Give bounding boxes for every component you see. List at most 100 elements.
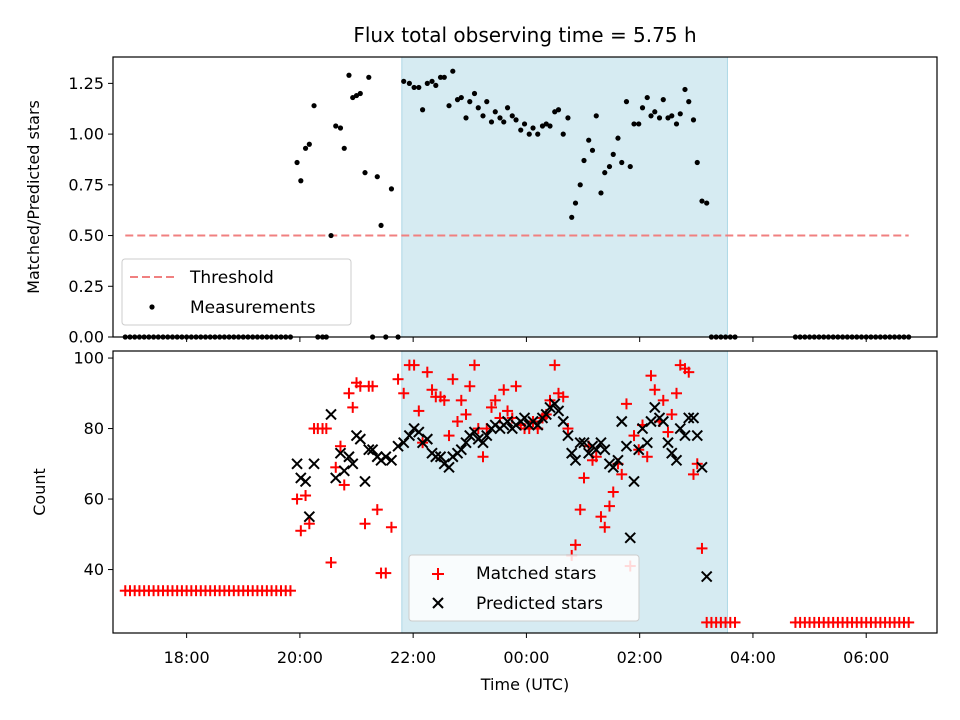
measurement-point bbox=[446, 103, 452, 109]
predicted-star-marker bbox=[645, 415, 657, 428]
matched-star-marker bbox=[683, 366, 695, 378]
x-tick-label: 22:00 bbox=[390, 648, 436, 667]
measurement-point bbox=[690, 117, 697, 123]
predicted-star-marker bbox=[366, 443, 379, 456]
predicted-marker-b bbox=[590, 443, 602, 456]
matched-star-marker bbox=[291, 493, 303, 505]
predicted-marker-b bbox=[578, 436, 590, 449]
measurement-point bbox=[467, 99, 473, 105]
matched-star-marker bbox=[343, 387, 355, 399]
top-y-tick-label: 1.25 bbox=[68, 74, 104, 93]
predicted-star-marker bbox=[359, 475, 371, 488]
predicted-star-markers bbox=[291, 398, 713, 583]
predicted-marker-b bbox=[599, 443, 611, 456]
predicted-marker-b bbox=[636, 422, 649, 435]
matched-star-marker bbox=[641, 451, 653, 463]
measurement-point bbox=[509, 113, 515, 119]
matched-star-marker bbox=[455, 394, 467, 406]
predicted-marker-b bbox=[430, 451, 442, 463]
predicted-star-marker bbox=[403, 429, 416, 442]
measurement-point bbox=[475, 105, 481, 111]
matched-star-marker bbox=[620, 398, 632, 410]
measurement-point bbox=[357, 90, 363, 97]
matched-star-marker bbox=[666, 408, 678, 420]
predicted-marker-b bbox=[607, 461, 619, 474]
top-y-tick-label: 1.00 bbox=[68, 125, 104, 144]
predicted-marker-b bbox=[330, 472, 342, 484]
predicted-marker-b bbox=[501, 415, 514, 428]
matched-star-marker bbox=[300, 490, 312, 502]
matched-star-marker bbox=[489, 394, 501, 406]
matched-star-marker bbox=[616, 468, 628, 480]
matched-star-marker bbox=[426, 384, 438, 396]
measurement-point bbox=[565, 115, 571, 121]
measurement-point bbox=[437, 74, 444, 80]
predicted-marker-b bbox=[628, 475, 640, 488]
predicted-star-marker bbox=[590, 443, 602, 456]
predicted-star-marker bbox=[532, 419, 544, 431]
predicted-marker-b bbox=[455, 443, 467, 456]
measurement-point bbox=[615, 135, 621, 141]
predicted-star-marker bbox=[468, 426, 481, 438]
matched-star-marker bbox=[295, 525, 307, 537]
predicted-star-marker bbox=[628, 475, 640, 488]
matched-star-marker bbox=[557, 391, 569, 403]
predicted-star-marker bbox=[624, 532, 636, 544]
matched-star-marker bbox=[334, 440, 346, 452]
matched-star-marker bbox=[569, 539, 581, 551]
predicted-marker-b bbox=[549, 398, 561, 410]
top-shaded-region bbox=[401, 56, 728, 338]
measurement-point bbox=[648, 113, 654, 119]
predicted-star-marker bbox=[633, 443, 645, 456]
predicted-marker-b bbox=[620, 440, 633, 452]
measurement-point bbox=[610, 151, 616, 157]
top-axes-frame bbox=[112, 56, 938, 338]
top-y-tick-label: 0.50 bbox=[68, 226, 104, 245]
x-tick-label: 18:00 bbox=[164, 648, 210, 667]
matched-star-marker bbox=[510, 380, 522, 392]
predicted-star-marker bbox=[330, 472, 342, 484]
predicted-star-marker bbox=[291, 458, 303, 470]
predicted-marker-b bbox=[334, 447, 347, 459]
measurement-point bbox=[606, 163, 613, 170]
matched-star-marker bbox=[645, 370, 657, 382]
predicted-star-marker bbox=[683, 412, 695, 424]
predicted-star-marker bbox=[477, 436, 489, 449]
predicted-star-marker bbox=[641, 436, 653, 449]
matched-star-marker bbox=[320, 423, 332, 435]
predicted-star-marker bbox=[325, 408, 337, 421]
predicted-marker-b bbox=[366, 443, 379, 456]
x-axis-label: Time (UTC) bbox=[480, 675, 569, 694]
measurement-point bbox=[406, 80, 412, 86]
bottom-y-tick-label: 80 bbox=[84, 419, 104, 438]
predicted-marker-b bbox=[343, 451, 355, 463]
predicted-marker-b bbox=[696, 461, 708, 474]
predicted-marker-b bbox=[691, 429, 703, 442]
top-y-tick-label: 0.75 bbox=[68, 175, 104, 194]
predicted-marker-b bbox=[562, 429, 574, 442]
matched-star-marker bbox=[413, 405, 425, 417]
predicted-marker-b bbox=[481, 429, 493, 442]
predicted-star-marker bbox=[443, 461, 455, 474]
measurement-point bbox=[631, 121, 637, 127]
matched-star-marker bbox=[687, 468, 699, 480]
measurement-point bbox=[333, 123, 339, 129]
matched-star-marker bbox=[408, 359, 420, 371]
predicted-marker-b bbox=[612, 454, 624, 466]
predicted-star-marker bbox=[338, 465, 350, 477]
matched-star-marker bbox=[398, 387, 410, 399]
predicted-marker-b bbox=[674, 422, 686, 435]
predicted-marker-b bbox=[540, 408, 552, 421]
measurement-point bbox=[471, 90, 478, 97]
predicted-marker-b bbox=[303, 510, 316, 523]
measurement-point bbox=[341, 145, 347, 151]
matched-star-marker bbox=[469, 359, 481, 371]
predicted-marker-b bbox=[443, 461, 455, 474]
measurement-point bbox=[581, 157, 587, 164]
measurement-point bbox=[694, 159, 700, 166]
matched-star-marker bbox=[347, 401, 359, 413]
predicted-star-marker bbox=[549, 398, 561, 410]
predicted-star-marker bbox=[657, 415, 669, 428]
predicted-marker-b bbox=[624, 532, 636, 544]
bottom-y-ticks: 40 60 80 100 bbox=[73, 349, 113, 579]
